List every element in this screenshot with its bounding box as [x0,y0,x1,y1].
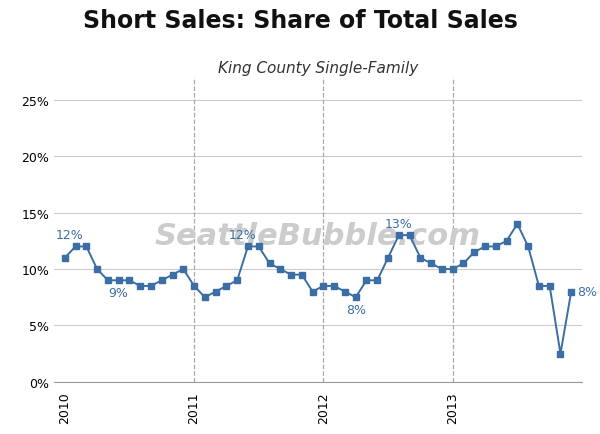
Text: 12%: 12% [229,228,256,241]
Text: 8%: 8% [346,303,366,316]
Text: 9%: 9% [109,286,128,299]
Text: SeattleBubble.com: SeattleBubble.com [155,222,481,250]
Text: 12%: 12% [56,228,84,241]
Text: 13%: 13% [385,217,413,230]
Text: 8%: 8% [577,286,597,299]
Text: Short Sales: Share of Total Sales: Short Sales: Share of Total Sales [83,9,517,33]
Title: King County Single-Family: King County Single-Family [218,61,418,76]
